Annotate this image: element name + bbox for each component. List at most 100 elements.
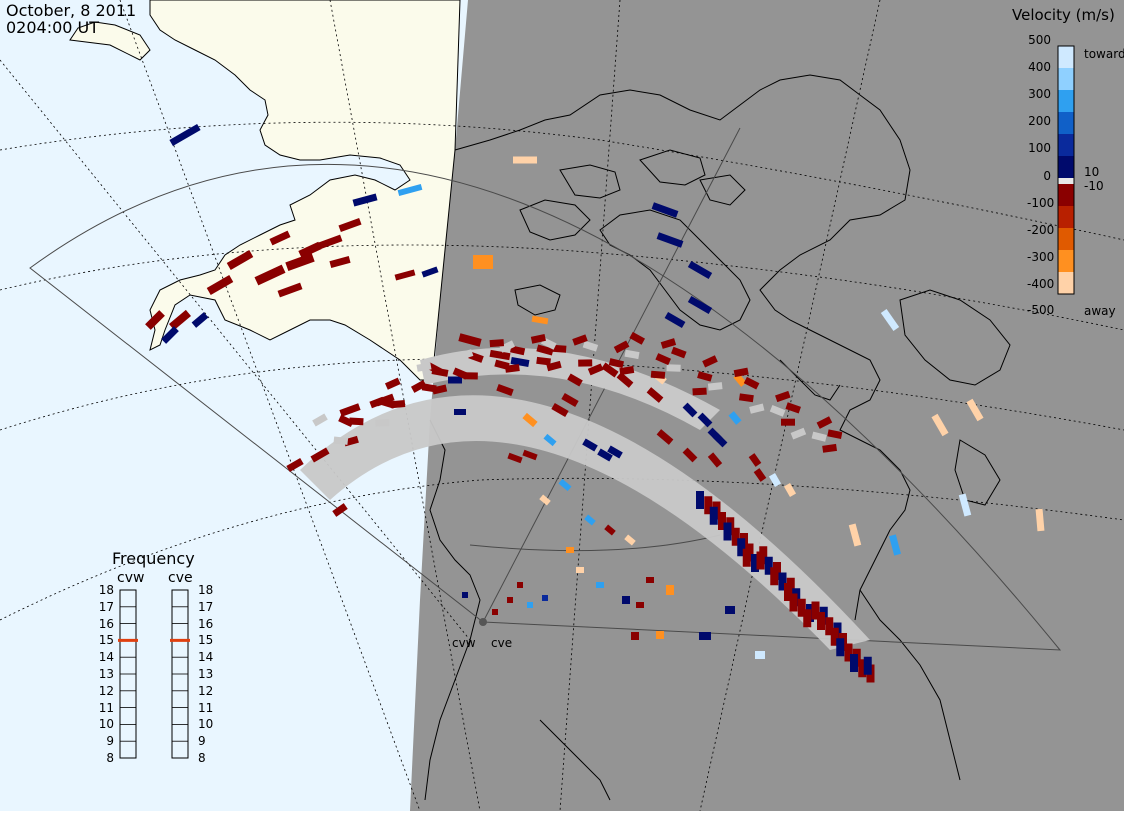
- scatter-cell: [724, 523, 732, 541]
- scatter-cell: [666, 585, 674, 595]
- scatter-cell: [864, 657, 872, 675]
- colorbar-segment: [1058, 156, 1074, 178]
- scatter-cell: [710, 507, 718, 525]
- frequency-tick-label: 12: [198, 684, 213, 698]
- freq-col-cvw: cvw: [117, 570, 144, 586]
- radar-label-cvw: cvw: [452, 636, 476, 650]
- scatter-cell: [636, 602, 644, 608]
- scatter-cell: [708, 382, 723, 390]
- scatter-cell: [542, 595, 548, 601]
- frequency-tick-label: 14: [98, 650, 114, 664]
- frequency-tick-label: 15: [98, 633, 114, 647]
- scatter-cell: [576, 567, 584, 573]
- velocity-tick-label: -100: [1027, 196, 1051, 210]
- date-label: October, 8 2011: [6, 2, 136, 19]
- frequency-tick-label: 8: [198, 751, 206, 765]
- scatter-cell: [803, 609, 811, 627]
- velocity-tick-label: 200: [1027, 114, 1051, 128]
- scatter-cell: [656, 631, 664, 639]
- scatter-cell: [757, 552, 765, 570]
- away-label: away: [1084, 304, 1116, 318]
- velocity-tick-label: -500: [1027, 303, 1051, 317]
- colorbar-segment: [1058, 90, 1074, 112]
- scatter-cell: [448, 377, 462, 384]
- frequency-tick-label: 13: [98, 667, 114, 681]
- time-label: 0204:00 UT: [6, 19, 99, 36]
- colorbar-segment: [1058, 112, 1074, 134]
- frequency-tick-label: 9: [98, 734, 114, 748]
- velocity-tick-label: 300: [1027, 87, 1051, 101]
- scatter-cell: [517, 582, 523, 588]
- colorbar-segment: [1058, 46, 1074, 68]
- scatter-cell: [696, 491, 704, 509]
- scatter-cell: [755, 651, 765, 659]
- scatter-cell: [651, 371, 666, 379]
- scatter-cell: [743, 549, 751, 567]
- colorbar-segment: [1058, 272, 1074, 294]
- velocity-tick-label: 10: [1084, 165, 1114, 179]
- scatter-cell: [527, 602, 533, 608]
- scatter-cell: [666, 364, 680, 371]
- velocity-scale-title: Velocity (m/s): [1012, 6, 1115, 24]
- scatter-cell: [513, 157, 537, 164]
- colorbar-segment: [1058, 178, 1074, 184]
- colorbar-segment: [1058, 250, 1074, 272]
- scatter-cell: [566, 547, 574, 553]
- frequency-tick-label: 17: [198, 600, 213, 614]
- scatter-cell: [699, 632, 711, 640]
- frequency-tick-label: 15: [198, 633, 213, 647]
- frequency-title: Frequency: [112, 549, 195, 568]
- scatter-cell: [462, 592, 468, 598]
- frequency-tick-label: 16: [98, 617, 114, 631]
- frequency-tick-label: 11: [98, 701, 114, 715]
- scatter-cell: [692, 388, 706, 396]
- scatter-cell: [333, 437, 348, 445]
- colorbar-segment: [1058, 228, 1074, 250]
- velocity-tick-label: 0: [1027, 169, 1051, 183]
- scatter-cell: [850, 654, 858, 672]
- scatter-cell: [781, 419, 795, 426]
- frequency-tick-label: 18: [98, 583, 114, 597]
- frequency-tick-label: 10: [98, 717, 114, 731]
- scatter-cell: [578, 359, 592, 366]
- velocity-tick-label: -300: [1027, 250, 1051, 264]
- scatter-cell: [725, 606, 735, 614]
- scatter-cell: [375, 419, 389, 426]
- scatter-cell: [631, 632, 639, 640]
- frequency-tick-label: 18: [198, 583, 213, 597]
- velocity-tick-label: -400: [1027, 277, 1051, 291]
- toward-label: toward: [1084, 47, 1124, 61]
- velocity-tick-label: -10: [1084, 179, 1114, 193]
- frequency-tick-label: 14: [198, 650, 213, 664]
- scatter-cell: [817, 612, 825, 630]
- frequency-tick-label: 12: [98, 684, 114, 698]
- scatter-cell: [507, 597, 513, 603]
- radar-site-marker: [479, 618, 487, 626]
- scatter-cell: [770, 567, 778, 585]
- frequency-tick-label: 11: [198, 701, 213, 715]
- scatter-cell: [492, 609, 498, 615]
- frequency-tick-label: 17: [98, 600, 114, 614]
- scatter-cell: [836, 638, 844, 656]
- velocity-tick-label: -200: [1027, 223, 1051, 237]
- scatter-cell: [490, 339, 504, 347]
- scatter-cell: [454, 409, 466, 415]
- velocity-tick-label: 100: [1027, 141, 1051, 155]
- scatter-cell: [473, 255, 493, 269]
- colorbar-segment: [1058, 206, 1074, 228]
- scatter-cell: [596, 582, 604, 588]
- radar-label-cve: cve: [491, 636, 512, 650]
- freq-col-cve: cve: [168, 570, 193, 586]
- frequency-tick-label: 9: [198, 734, 206, 748]
- velocity-tick-label: 500: [1027, 33, 1051, 47]
- frequency-tick-label: 10: [198, 717, 213, 731]
- colorbar-segment: [1058, 68, 1074, 90]
- colorbar-segment: [1058, 184, 1074, 206]
- colorbar-segment: [1058, 134, 1074, 156]
- scatter-cell: [646, 577, 654, 583]
- frequency-tick-label: 13: [198, 667, 213, 681]
- velocity-tick-label: 400: [1027, 60, 1051, 74]
- scatter-cell: [790, 594, 798, 612]
- frequency-tick-label: 8: [98, 751, 114, 765]
